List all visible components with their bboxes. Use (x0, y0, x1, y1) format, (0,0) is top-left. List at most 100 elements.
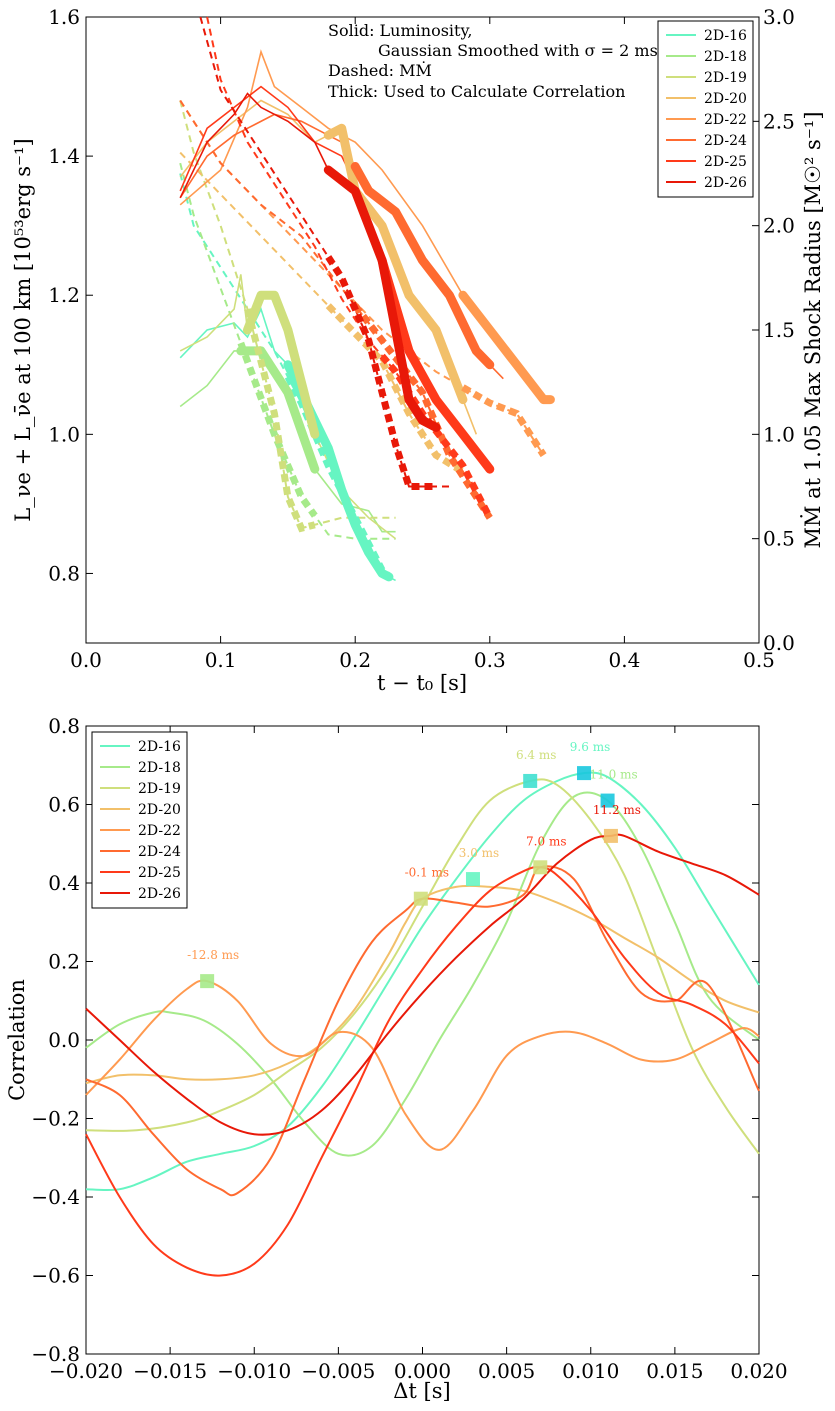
top-x-tick-label: 0.5 (743, 648, 775, 672)
bottom-x-tick-label: 0.000 (394, 1359, 451, 1383)
bottom-panel: 9.6 ms 11.0 ms 6.4 ms 3.0 ms -12.8 ms -0.1 ms… (5, 714, 788, 1403)
correlation-line-2D-25 (85, 866, 760, 1277)
bottom-x-tick-label: 0.005 (478, 1359, 535, 1383)
annotation-line-2: Gaussian Smoothed with σ = 2 ms (378, 41, 658, 60)
bottom-axis-ticks: −0.020 −0.015 −0.010 −0.005 0.000 0.005 0.010 0… (31, 714, 787, 1383)
bottom-x-tick-label: −0.010 (217, 1359, 291, 1383)
peak-label-2D-22: -12.8 ms (187, 948, 239, 962)
legend-label-2D-20: 2D-20 (704, 91, 747, 107)
top-x-axis-label: t − t₀ [s] (377, 671, 467, 695)
top-y2-tick-label: 2.0 (763, 214, 795, 238)
peak-marker-2D-24 (413, 891, 428, 906)
luminosity-thick-2D-18 (236, 346, 320, 474)
legend-label-2D-25: 2D-25 (138, 865, 181, 881)
bottom-plot-frame (85, 725, 760, 1355)
legend-label-2D-16: 2D-16 (704, 28, 747, 44)
legend-label-2D-22: 2D-22 (704, 112, 747, 128)
luminosity-thick-2D-25 (377, 255, 495, 474)
peak-label-2D-26: 11.2 ms (593, 803, 641, 817)
top-x-tick-label: 0.1 (205, 648, 237, 672)
mmdot-dashed-2D-25 (206, 16, 491, 519)
top-y-tick-label: 1.4 (48, 144, 80, 168)
bottom-x-tick-label: 0.010 (562, 1359, 619, 1383)
bottom-y-tick-label: 0.8 (48, 714, 80, 738)
bottom-x-tick-label: 0.015 (646, 1359, 703, 1383)
annotation-line-3: Dashed: MṀ (328, 60, 432, 80)
luminosity-thick-2D-24 (350, 162, 495, 370)
peak-label-2D-25: 7.0 ms (526, 834, 566, 848)
top-y2-tick-label: 3.0 (763, 5, 795, 29)
legend-label-2D-19: 2D-19 (138, 781, 181, 797)
mmdot-thick-2D-19 (244, 308, 316, 533)
bottom-peak-markers: 9.6 ms 11.0 ms 6.4 ms 3.0 ms -12.8 ms -0.1 ms… (187, 740, 641, 989)
top-x-tick-label: 0.3 (474, 648, 506, 672)
correlation-line-2D-16 (85, 771, 760, 1192)
correlation-line-2D-24 (85, 865, 760, 1197)
bottom-y-tick-label: 0.0 (48, 1028, 80, 1052)
bottom-y-tick-label: −0.8 (31, 1342, 80, 1366)
correlation-line-2D-22 (85, 979, 760, 1151)
luminosity-thick-2D-22 (458, 290, 555, 405)
legend-box (91, 731, 188, 909)
top-x-tick-label: 0.0 (70, 648, 102, 672)
bottom-x-tick-label: −0.015 (133, 1359, 207, 1383)
legend-label-2D-24: 2D-24 (704, 133, 747, 149)
legend-label-2D-16: 2D-16 (138, 739, 181, 755)
peak-label-2D-19: 6.4 ms (516, 748, 556, 762)
top-y-tick-label: 0.8 (48, 561, 80, 585)
bottom-y-tick-label: 0.6 (48, 793, 80, 817)
top-axis-ticks: 0.0 0.1 0.2 0.3 0.4 0.50.81.01.21.41.60.00.51… (48, 5, 795, 672)
bottom-y-tick-label: 0.2 (48, 950, 80, 974)
top-legend: 2D-16 2D-18 2D-19 2D-20 2D-22 2D-24 2D-25 2D-26 (657, 20, 754, 198)
legend-label-2D-26: 2D-26 (704, 175, 747, 191)
legend-label-2D-25: 2D-25 (704, 154, 747, 170)
bottom-legend: 2D-16 2D-18 2D-19 2D-20 2D-22 2D-24 2D-25 2D-26 (91, 731, 188, 909)
top-y-tick-label: 1.6 (48, 5, 80, 29)
peak-marker-2D-18 (600, 793, 615, 808)
top-y-tick-label: 1.0 (48, 422, 80, 446)
top-y-axis-label: L_νe + L_ν̄e at 100 km [10⁵³erg s⁻¹] (11, 138, 35, 521)
luminosity-thick-2D-19 (243, 290, 320, 439)
bottom-x-tick-label: −0.020 (49, 1359, 123, 1383)
annotation-line-4: Thick: Used to Calculate Correlation (328, 82, 625, 101)
legend-label-2D-20: 2D-20 (138, 802, 181, 818)
bottom-y-tick-label: −0.2 (31, 1107, 80, 1131)
correlation-line-2D-20 (85, 884, 760, 1085)
peak-marker-2D-26 (603, 828, 618, 843)
mmdot-thick-2D-20 (325, 303, 465, 475)
peak-marker-2D-16 (577, 766, 592, 781)
luminosity-thick-2D-26 (323, 165, 441, 432)
peak-label-2D-20: 3.0 ms (459, 846, 499, 860)
correlation-line-2D-18 (85, 791, 760, 1157)
top-x-tick-label: 0.2 (339, 648, 371, 672)
top-panel: 0.0 0.1 0.2 0.3 0.4 0.50.81.01.21.41.60.00.51… (11, 5, 825, 695)
top-plot-frame (85, 16, 760, 644)
correlation-line-2D-26 (85, 833, 760, 1136)
peak-label-2D-24: -0.1 ms (405, 866, 450, 880)
top-y2-tick-label: 1.5 (763, 318, 795, 342)
mmdot-thick-2D-22 (461, 384, 547, 458)
luminosity-thick-2D-20 (323, 123, 468, 405)
legend-label-2D-24: 2D-24 (138, 844, 181, 860)
bottom-y-tick-label: −0.4 (31, 1185, 80, 1209)
peak-marker-2D-19 (523, 773, 538, 788)
top-y2-tick-label: 0.5 (763, 527, 795, 551)
annotation-line-1: Solid: Luminosity, (328, 21, 472, 40)
mmdot-thick-2D-26 (325, 255, 436, 490)
peak-marker-2D-25 (533, 860, 548, 875)
legend-box (657, 20, 754, 198)
correlation-line-2D-19 (85, 778, 760, 1155)
peak-marker-2D-22 (200, 974, 215, 989)
top-y2-tick-label: 0.0 (763, 631, 795, 655)
mmdot-thick-2D-24 (352, 303, 493, 520)
legend-label-2D-18: 2D-18 (704, 49, 747, 65)
legend-label-2D-26: 2D-26 (138, 886, 181, 902)
peak-label-2D-18: 11.0 ms (590, 768, 638, 782)
top-y2-axis-label: MṀ at 1.05 Max Shock Radius [M☉² s⁻¹] (801, 111, 825, 548)
peak-marker-2D-20 (465, 872, 480, 887)
top-annotation: Solid: Luminosity, Gaussian Smoothed wit… (328, 21, 658, 101)
bottom-y-tick-label: −0.6 (31, 1264, 80, 1288)
top-y-tick-label: 1.2 (48, 283, 80, 307)
legend-label-2D-22: 2D-22 (138, 823, 181, 839)
